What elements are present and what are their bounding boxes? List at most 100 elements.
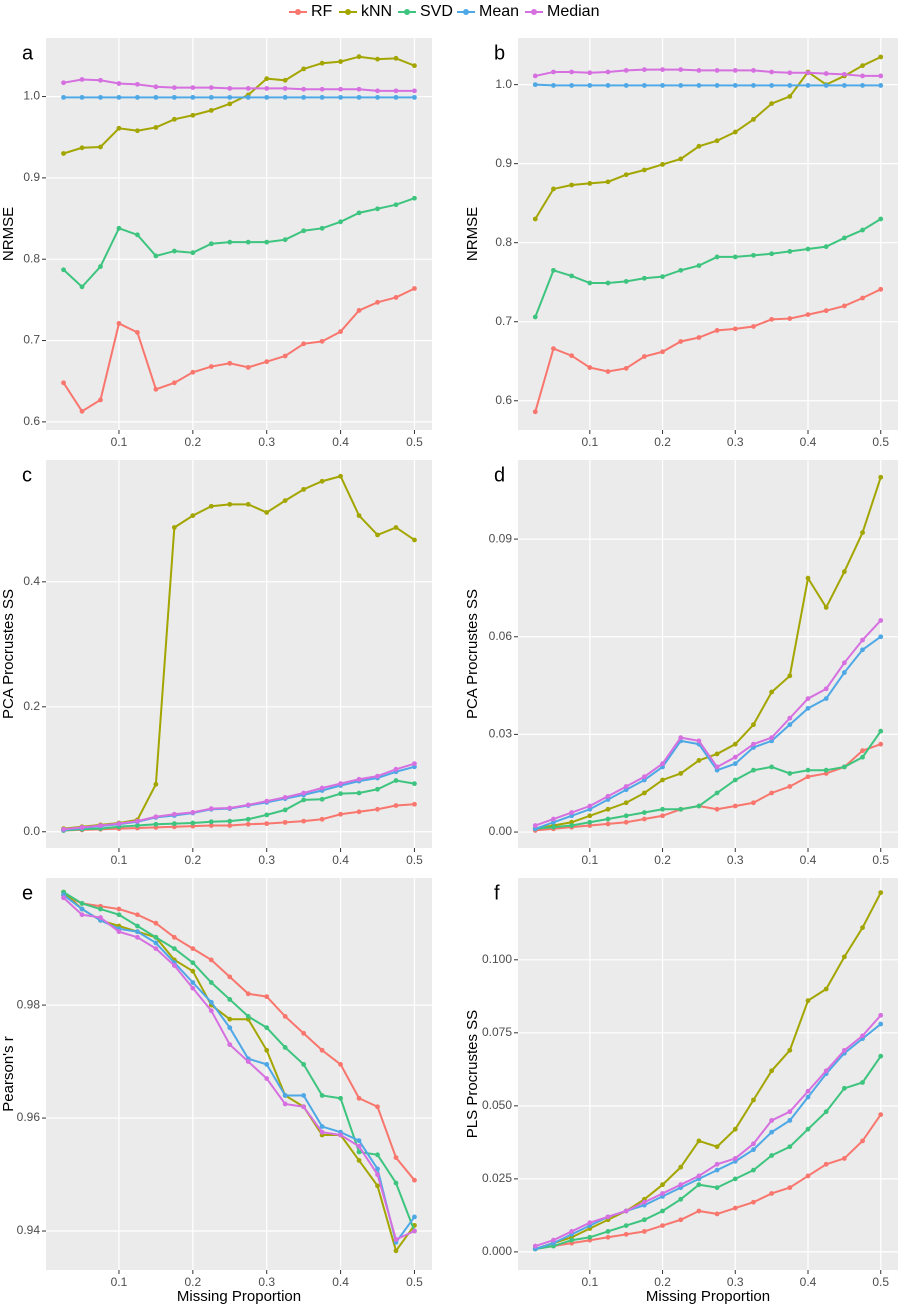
data-point — [356, 1149, 362, 1155]
data-point — [787, 83, 793, 88]
data-point — [841, 954, 847, 960]
data-point — [623, 83, 629, 88]
data-point — [769, 251, 775, 257]
data-point — [79, 77, 85, 82]
data-point — [787, 784, 793, 789]
x-tick-label: 0.5 — [872, 435, 889, 449]
data-point — [823, 83, 829, 88]
y-tick-label: 0.09 — [489, 531, 513, 545]
data-point — [605, 369, 611, 374]
data-point — [696, 1182, 702, 1188]
data-point — [769, 689, 775, 695]
data-point — [190, 513, 196, 519]
data-point — [264, 239, 270, 245]
data-point — [393, 202, 399, 208]
series-line — [534, 218, 882, 318]
data-point — [79, 284, 85, 290]
data-point — [641, 790, 647, 796]
data-point — [623, 365, 629, 371]
data-point — [569, 182, 575, 188]
series-line — [535, 1114, 882, 1250]
data-point — [860, 530, 865, 535]
data-point — [61, 826, 66, 832]
data-point — [660, 1191, 665, 1196]
data-point — [787, 316, 793, 321]
data-point — [264, 94, 270, 100]
data-point — [282, 1045, 288, 1050]
data-point — [732, 761, 738, 767]
data-point — [714, 1185, 720, 1191]
data-point — [860, 754, 865, 760]
panel-label: b — [494, 42, 505, 64]
x-tick-label: 0.4 — [332, 1275, 349, 1289]
data-point — [660, 777, 665, 783]
data-point — [841, 670, 847, 675]
legend-label: Median — [547, 3, 599, 20]
data-point — [587, 365, 593, 370]
data-point — [714, 764, 720, 770]
data-point — [208, 503, 214, 509]
data-point — [787, 1109, 793, 1115]
x-tick-label: 0.3 — [727, 853, 744, 867]
data-point — [660, 349, 665, 355]
data-point — [301, 86, 307, 92]
data-point — [116, 929, 122, 935]
plot-background — [518, 878, 898, 1270]
data-point — [412, 781, 417, 787]
series-line — [63, 78, 415, 92]
data-point — [823, 986, 829, 992]
x-tick-label: 0.5 — [406, 435, 423, 449]
data-point — [605, 280, 611, 286]
data-point — [841, 1047, 847, 1053]
data-point — [587, 83, 593, 88]
legend: RF kNN SVD Mean Median — [289, 3, 599, 20]
data-point — [878, 634, 884, 640]
data-point — [135, 923, 140, 929]
data-point — [412, 1214, 417, 1220]
data-point — [98, 823, 103, 828]
data-point — [605, 821, 611, 827]
y-tick-label: 0.9 — [23, 170, 40, 184]
data-point — [769, 790, 775, 796]
data-point — [319, 225, 325, 231]
y-tick-label: 0.9 — [495, 156, 512, 170]
data-point — [227, 94, 233, 100]
data-point — [319, 785, 325, 791]
data-point — [660, 83, 665, 88]
data-point — [264, 821, 270, 827]
series-line — [63, 762, 415, 831]
x-tick-label: 0.5 — [406, 1275, 423, 1289]
data-point — [393, 525, 399, 530]
data-point — [190, 809, 196, 815]
panel-label: f — [494, 882, 500, 904]
y-tick-label: 0.050 — [482, 1098, 512, 1112]
data-point — [116, 912, 122, 918]
data-point — [282, 1101, 288, 1107]
data-point — [171, 525, 177, 530]
data-point — [569, 1229, 575, 1234]
data-point — [551, 1237, 556, 1243]
data-point — [805, 83, 811, 88]
x-tick-label: 0.1 — [581, 853, 598, 867]
data-point — [732, 83, 738, 88]
data-point — [338, 86, 343, 92]
data-point — [153, 94, 159, 100]
data-point — [393, 766, 399, 772]
data-point — [696, 1208, 702, 1214]
data-point — [282, 86, 288, 91]
data-point — [412, 1228, 417, 1234]
y-axis-title: PCA Procrustes SS — [464, 589, 481, 719]
data-point — [878, 83, 884, 88]
data-point — [264, 812, 270, 818]
data-point — [227, 823, 233, 828]
data-point — [79, 145, 85, 151]
data-point — [61, 94, 66, 100]
data-point — [171, 934, 177, 940]
data-point — [714, 1167, 720, 1173]
data-point — [678, 1217, 684, 1223]
panel-label: d — [494, 464, 505, 486]
data-point — [805, 767, 811, 773]
x-tick-label: 0.3 — [727, 1275, 744, 1289]
data-point — [660, 1223, 665, 1229]
